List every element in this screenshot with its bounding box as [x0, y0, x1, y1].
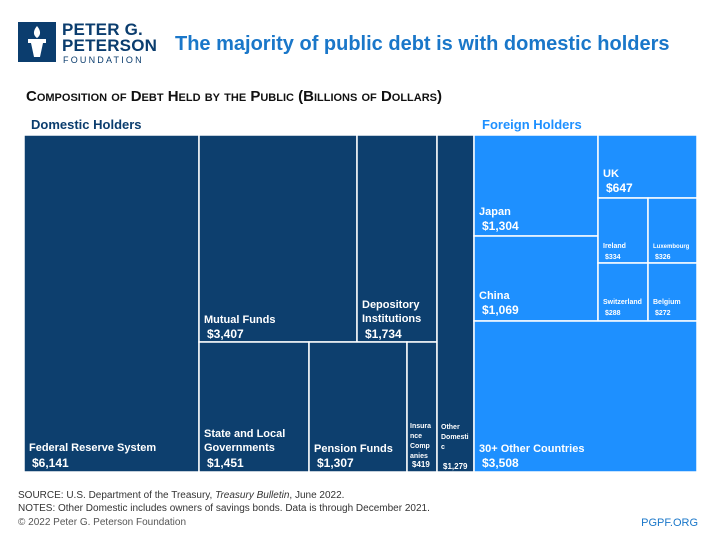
treemap-tile-label: Federal Reserve System — [29, 442, 156, 454]
treemap-tile-label: nce — [410, 433, 422, 440]
treemap-tile-label: Institutions — [362, 313, 421, 325]
treemap-tile-label: Luxembourg — [653, 244, 690, 250]
copyright: © 2022 Peter G. Peterson Foundation — [18, 517, 187, 528]
treemap-tile-value: $647 — [606, 181, 633, 195]
domestic-holders-label: Domestic Holders — [31, 117, 142, 132]
treemap-tile — [198, 341, 310, 473]
treemap-tile-value: $1,734 — [365, 327, 402, 341]
treemap-tile-label: Insura — [410, 423, 431, 430]
treemap-tile-label: China — [479, 290, 510, 302]
treemap-tile-value: $1,279 — [443, 462, 468, 471]
torch-logo-icon — [18, 22, 56, 62]
treemap-tile-value: $1,451 — [207, 456, 244, 470]
treemap-tile-value: $326 — [655, 254, 671, 261]
treemap-tile — [647, 197, 698, 264]
treemap-tile-value: $1,069 — [482, 303, 519, 317]
foreign-holders-label: Foreign Holders — [482, 117, 582, 132]
treemap-tile-value: $334 — [605, 254, 621, 261]
logo-line-1: PETER G. — [62, 20, 143, 39]
site-link[interactable]: PGPF.ORG — [641, 517, 698, 529]
treemap-tile-label: Pension Funds — [314, 443, 393, 455]
treemap-tile — [597, 197, 649, 264]
peterson-foundation-logo: PETER G. PETERSON FOUNDATION — [18, 20, 160, 66]
treemap-tile-label: Depository — [362, 299, 420, 311]
treemap-tile — [23, 134, 200, 473]
treemap-tile-label: c — [441, 444, 445, 451]
treemap-tile — [473, 320, 698, 473]
treemap-tile — [198, 134, 358, 343]
treemap-tile-label: Belgium — [653, 299, 681, 306]
treemap-tile-value: $1,307 — [317, 456, 354, 470]
treemap-tile-label: Switzerland — [603, 299, 642, 306]
treemap-tile-label: Comp — [410, 443, 430, 450]
treemap-tile — [473, 235, 599, 322]
treemap-tile-value: $288 — [605, 310, 621, 317]
treemap-tile — [308, 341, 408, 473]
treemap-tile-label: Governments — [204, 442, 275, 454]
treemap-tile-label: Japan — [479, 206, 511, 218]
treemap-tile-value: $1,304 — [482, 219, 519, 233]
treemap-tile — [356, 134, 438, 343]
source-note: SOURCE: U.S. Department of the Treasury,… — [18, 490, 345, 501]
chart-title: Composition of Debt Held by the Public (… — [26, 88, 442, 105]
logo-line-3: FOUNDATION — [63, 55, 144, 65]
treemap-tile-label: anies — [410, 453, 428, 460]
treemap-tile — [597, 134, 698, 199]
treemap-tile-label: Ireland — [603, 243, 626, 250]
treemap-tile-value: $6,141 — [32, 456, 69, 470]
headline: The majority of public debt is with dome… — [175, 33, 670, 55]
treemap-tile-label: Domesti — [441, 434, 469, 441]
treemap-tile-label: Other — [441, 424, 460, 431]
treemap-tile-value: $3,407 — [207, 327, 244, 341]
logo-line-2: PETERSON — [62, 36, 158, 55]
treemap-tile-value: $419 — [412, 460, 430, 469]
treemap-tile-label: UK — [603, 168, 619, 180]
treemap-tile — [647, 262, 698, 322]
treemap-tile — [436, 134, 475, 473]
treemap-tile-label: Mutual Funds — [204, 314, 276, 326]
treemap-tile-value: $3,508 — [482, 456, 519, 470]
treemap-tile-value: $272 — [655, 310, 671, 317]
treemap-tile-label: State and Local — [204, 428, 285, 440]
notes: NOTES: Other Domestic includes owners of… — [18, 503, 430, 514]
treemap-tile-label: 30+ Other Countries — [479, 443, 584, 455]
